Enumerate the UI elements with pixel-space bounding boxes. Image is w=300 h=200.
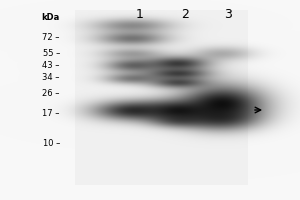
Text: 10 –: 10 –	[43, 138, 60, 148]
Text: 55 –: 55 –	[43, 48, 60, 58]
Text: 43 –: 43 –	[43, 60, 60, 70]
Text: 3: 3	[224, 8, 232, 21]
Text: 1: 1	[136, 8, 144, 21]
Text: 26 –: 26 –	[43, 88, 60, 98]
Text: 34 –: 34 –	[43, 73, 60, 82]
Text: kDa: kDa	[42, 14, 60, 22]
Text: 2: 2	[181, 8, 189, 21]
Text: 17 –: 17 –	[43, 108, 60, 117]
Text: 72 –: 72 –	[43, 33, 60, 43]
